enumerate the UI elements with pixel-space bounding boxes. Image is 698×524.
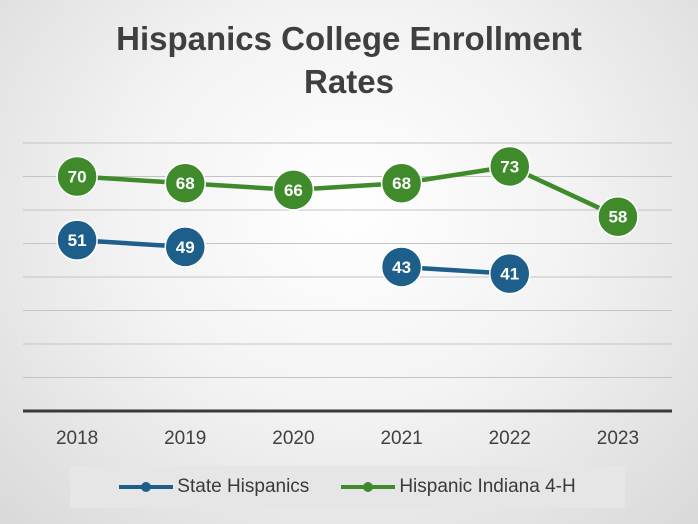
data-point-marker [380, 162, 423, 204]
data-point-marker [489, 252, 531, 295]
data-label: 41 [500, 265, 519, 284]
data-label: 58 [608, 208, 627, 227]
data-point-marker [272, 169, 315, 211]
series-line [76, 164, 619, 219]
legend-item-hispanic-indiana-4h: Hispanic Indiana 4-H [341, 476, 576, 498]
data-label: 51 [68, 231, 87, 250]
data-label: 66 [284, 181, 303, 200]
data-point-marker [164, 226, 206, 268]
legend-marker [363, 482, 374, 492]
data-point-marker [56, 155, 98, 198]
legend-item-state-hispanics: State Hispanics [119, 476, 309, 498]
data-point-marker [56, 219, 98, 261]
data-label: 70 [68, 168, 87, 187]
legend-marker [141, 482, 152, 492]
chart-title-line-1: Hispanics College Enrollment [116, 20, 582, 57]
chart-title: Hispanics College Enrollment Rates [0, 18, 698, 104]
chart-legend: State Hispanics Hispanic Indiana 4-H [70, 466, 625, 508]
data-point-marker [489, 145, 531, 188]
x-tick-label: 2023 [597, 428, 639, 449]
data-label: 43 [392, 258, 411, 277]
data-point-marker [597, 195, 639, 238]
chart-title-line-2: Rates [304, 62, 394, 100]
legend-label-state-hispanics: State Hispanics [177, 476, 310, 497]
x-tick-label: 2021 [380, 428, 422, 449]
x-tick-label: 2019 [164, 428, 206, 449]
x-tick-label: 2020 [272, 428, 314, 449]
data-point-marker [380, 246, 423, 288]
legend-label-hispanic-indiana-4h: Hispanic Indiana 4-H [399, 476, 576, 497]
data-point-marker [164, 162, 206, 204]
data-label: 49 [176, 238, 195, 257]
legend-swatch-hispanic-indiana-4h [341, 482, 396, 492]
legend-swatch-state-hispanics [119, 482, 174, 492]
data-label: 68 [392, 174, 411, 193]
data-label: 68 [176, 174, 195, 193]
data-label: 73 [500, 157, 519, 176]
x-tick-label: 2022 [489, 428, 531, 449]
x-tick-label: 2018 [56, 428, 98, 449]
